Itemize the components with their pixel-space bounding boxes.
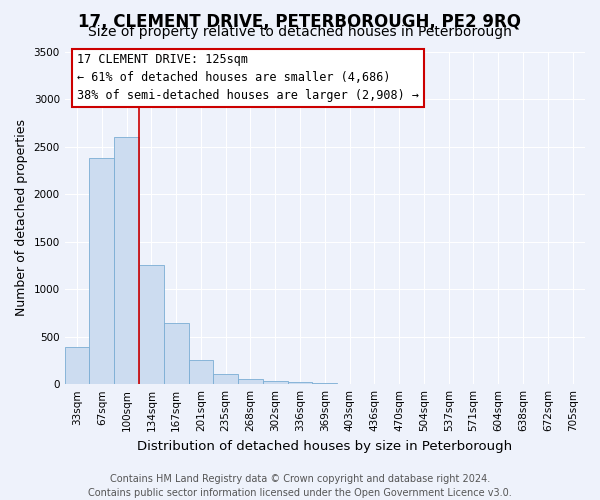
Text: Size of property relative to detached houses in Peterborough: Size of property relative to detached ho… (88, 25, 512, 39)
Bar (65, 347, 89, 384)
X-axis label: Distribution of detached houses by size in Peterborough: Distribution of detached houses by size … (137, 440, 512, 452)
Bar (164, 324, 188, 384)
Bar (214, 374, 238, 384)
Bar (139, 266, 164, 384)
Bar (114, 137, 139, 384)
Bar (263, 382, 287, 384)
Bar (238, 379, 263, 384)
Text: Contains HM Land Registry data © Crown copyright and database right 2024.
Contai: Contains HM Land Registry data © Crown c… (88, 474, 512, 498)
Bar (89, 158, 114, 384)
Text: 17, CLEMENT DRIVE, PETERBOROUGH, PE2 9RQ: 17, CLEMENT DRIVE, PETERBOROUGH, PE2 9RQ (79, 12, 521, 30)
Text: 17 CLEMENT DRIVE: 125sqm
← 61% of detached houses are smaller (4,686)
38% of sem: 17 CLEMENT DRIVE: 125sqm ← 61% of detach… (77, 54, 419, 102)
Bar (313, 383, 337, 384)
Bar (287, 382, 313, 384)
Bar (188, 360, 214, 384)
Y-axis label: Number of detached properties: Number of detached properties (15, 120, 28, 316)
